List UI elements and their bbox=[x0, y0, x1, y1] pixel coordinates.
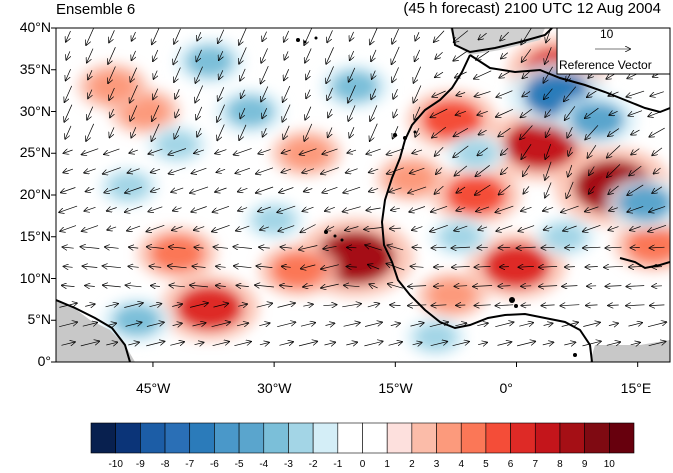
colorbar-label: -7 bbox=[185, 459, 194, 470]
colorbar-swatch bbox=[91, 423, 116, 453]
lat-tick-label: 35°N bbox=[20, 61, 51, 77]
colorbar-label: -6 bbox=[210, 459, 219, 470]
colorbar-label: -2 bbox=[309, 459, 318, 470]
colorbar-swatch bbox=[461, 423, 486, 453]
shading-blob bbox=[186, 46, 233, 77]
colorbar-swatch bbox=[313, 423, 338, 453]
colorbar-swatch bbox=[511, 423, 536, 453]
colorbar-label: -3 bbox=[284, 459, 293, 470]
wind-vector bbox=[608, 305, 619, 306]
shading-blob bbox=[150, 236, 204, 272]
reference-vector-label: Reference Vector bbox=[559, 58, 652, 72]
lat-tick-label: 0° bbox=[38, 353, 51, 369]
colorbar-swatch bbox=[560, 423, 585, 453]
colorbar-swatch bbox=[214, 423, 239, 453]
colorbar-swatch bbox=[363, 423, 388, 453]
colorbar-swatch bbox=[585, 423, 610, 453]
lat-tick-label: 30°N bbox=[20, 103, 51, 119]
shading-blob bbox=[428, 280, 475, 311]
shading-blob bbox=[570, 102, 624, 138]
colorbar-swatch bbox=[535, 423, 560, 453]
colorbar-label: -10 bbox=[108, 459, 122, 470]
colorbar-label: -5 bbox=[235, 459, 244, 470]
lat-tick-label: 10°N bbox=[20, 270, 51, 286]
shading-blob bbox=[388, 163, 435, 194]
shading-blob bbox=[176, 286, 242, 330]
colorbar-swatch bbox=[140, 423, 165, 453]
shading-blob bbox=[272, 252, 326, 288]
colorbar-label: -4 bbox=[259, 459, 268, 470]
colorbar-label: 10 bbox=[604, 459, 615, 470]
colorbar-swatch bbox=[116, 423, 141, 453]
shading-blob bbox=[619, 186, 673, 222]
colorbar-label: 5 bbox=[483, 459, 489, 470]
shading-blob bbox=[113, 305, 160, 336]
shading-blob bbox=[283, 138, 330, 169]
colorbar-label: -9 bbox=[136, 459, 145, 470]
lat-tick-label: 5°N bbox=[28, 311, 52, 327]
colorbar-swatch bbox=[609, 423, 634, 453]
wind-vector bbox=[521, 305, 531, 306]
shading-blob bbox=[446, 175, 506, 215]
lat-tick-label: 25°N bbox=[20, 144, 51, 160]
colorbar-swatch bbox=[412, 423, 437, 453]
colorbar-swatch bbox=[190, 423, 215, 453]
colorbar-label: 8 bbox=[557, 459, 563, 470]
lat-tick-label: 15°N bbox=[20, 228, 51, 244]
colorbar-label: 6 bbox=[508, 459, 514, 470]
shading-blob bbox=[157, 132, 198, 159]
colorbar-label: 2 bbox=[409, 459, 415, 470]
shading-blob bbox=[440, 223, 481, 250]
colorbar-swatch bbox=[264, 423, 289, 453]
wind-vector bbox=[434, 286, 444, 287]
colorbar-label: 9 bbox=[582, 459, 588, 470]
shading-blob bbox=[226, 96, 273, 127]
colorbar bbox=[91, 423, 634, 453]
wind-vector bbox=[521, 286, 531, 287]
latitude-labels: 40°N 35°N 30°N 25°N 20°N 15°N 10°N 5°N 0° bbox=[0, 0, 51, 471]
colorbar-label: -8 bbox=[161, 459, 170, 470]
wind-vector bbox=[652, 286, 662, 287]
colorbar-swatch bbox=[338, 423, 363, 453]
colorbar-swatch bbox=[486, 423, 511, 453]
colorbar-swatch bbox=[387, 423, 412, 453]
shading-blob bbox=[483, 244, 549, 288]
lat-tick-label: 40°N bbox=[20, 19, 51, 35]
wind-vector bbox=[434, 267, 444, 268]
colorbar-swatch bbox=[165, 423, 190, 453]
shading-blob bbox=[415, 324, 456, 351]
colorbar-label: 7 bbox=[532, 459, 538, 470]
colorbar-swatch bbox=[288, 423, 313, 453]
reference-vector-value: 10 bbox=[600, 27, 613, 41]
lat-tick-label: 20°N bbox=[20, 186, 51, 202]
shading-blob bbox=[89, 71, 136, 102]
shading-blob bbox=[108, 173, 149, 200]
colorbar-label: 4 bbox=[458, 459, 464, 470]
colorbar-label: 0 bbox=[360, 459, 366, 470]
colorbar-swatch bbox=[239, 423, 264, 453]
colorbar-label: 1 bbox=[384, 459, 390, 470]
colorbar-label: -1 bbox=[333, 459, 342, 470]
wind-vector bbox=[565, 267, 575, 268]
shading-blob bbox=[456, 140, 497, 167]
colorbar-label: 3 bbox=[434, 459, 440, 470]
colorbar-swatch bbox=[437, 423, 462, 453]
